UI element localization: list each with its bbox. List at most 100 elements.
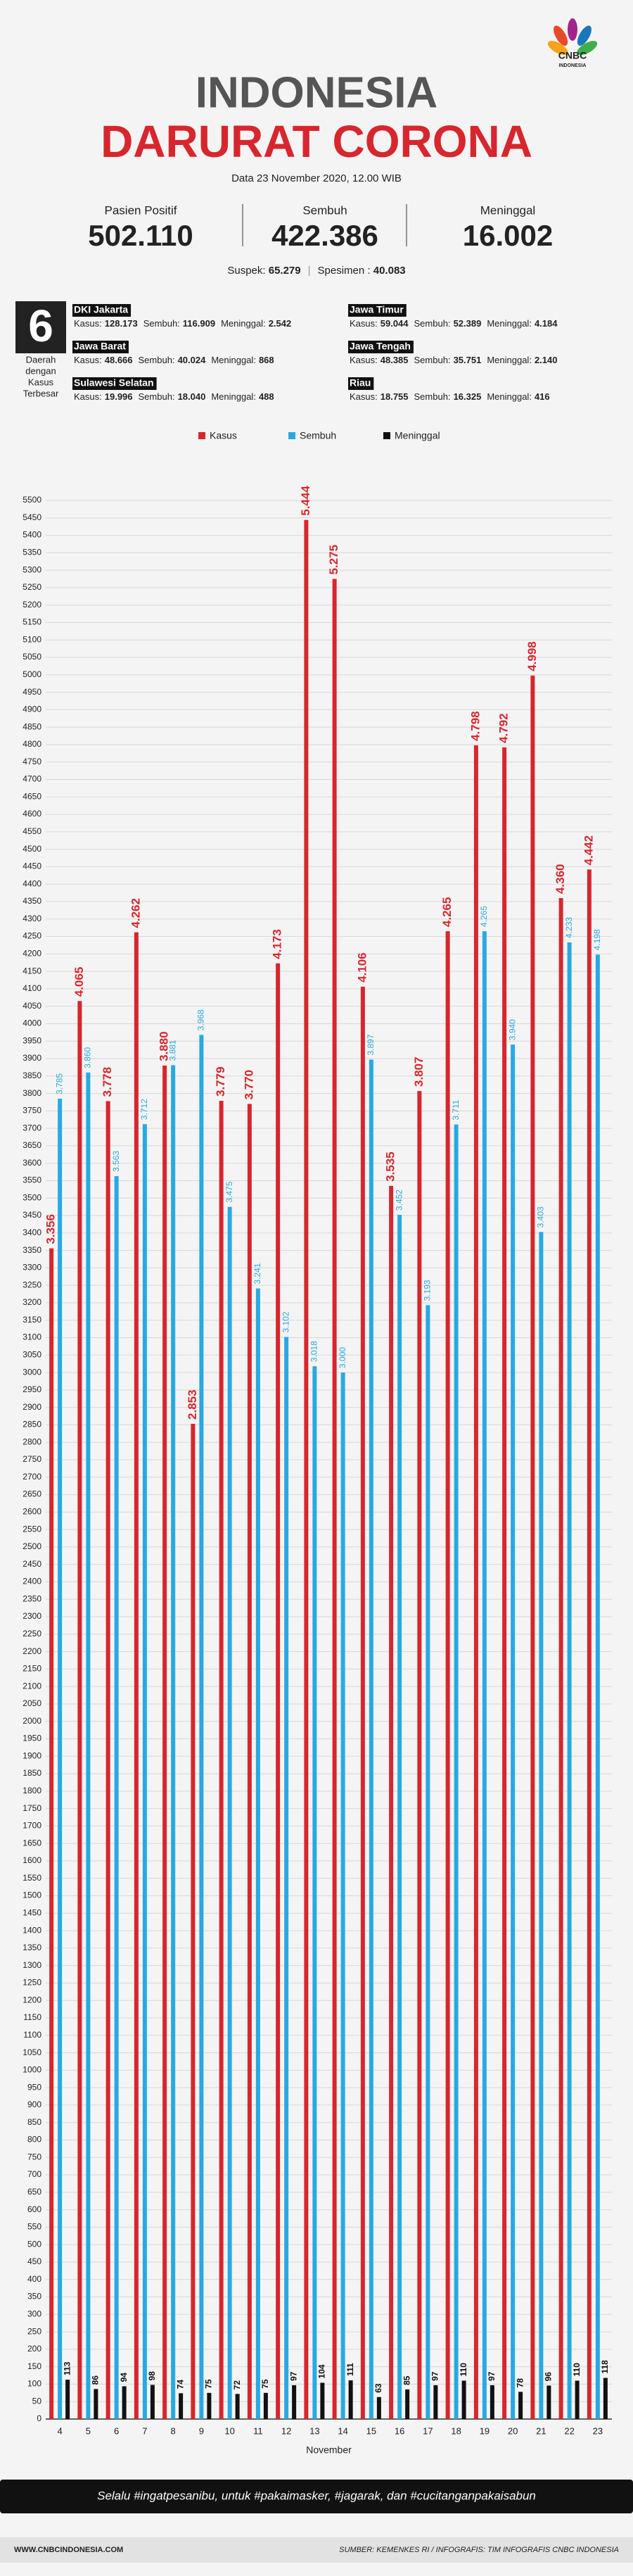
stat-label: Sembuh <box>302 203 347 217</box>
value-label: 3.403 <box>536 1206 546 1227</box>
value-label: 78 <box>515 2378 525 2388</box>
y-tick-label: 1950 <box>23 1734 41 1743</box>
value-label: 110 <box>572 2363 582 2377</box>
y-tick-label: 850 <box>27 2117 41 2127</box>
bar <box>603 2378 608 2419</box>
value-label: 4.360 <box>554 864 567 894</box>
y-tick-label: 3800 <box>23 1088 41 1098</box>
bar <box>473 745 478 2419</box>
bar <box>389 1185 394 2419</box>
bar <box>360 986 365 2419</box>
bar <box>58 1099 63 2419</box>
y-tick-label: 2650 <box>23 1489 41 1499</box>
x-tick-label: 16 <box>395 2425 404 2436</box>
value-label: 3.712 <box>139 1099 149 1120</box>
y-tick-label: 2350 <box>23 1593 41 1603</box>
region-value: 48.385 <box>381 355 409 365</box>
region-name-bg <box>348 304 407 317</box>
y-tick-label: 150 <box>27 2361 41 2371</box>
value-label: 4.065 <box>72 967 86 997</box>
y-tick-label: 4100 <box>23 983 41 993</box>
y-tick-label: 100 <box>27 2379 41 2389</box>
region-label: Meninggal: <box>487 391 532 402</box>
bar <box>134 932 139 2420</box>
bar <box>122 2386 127 2419</box>
bar <box>179 2393 184 2419</box>
bar <box>348 2380 353 2419</box>
value-label: 118 <box>600 2360 610 2374</box>
bar <box>546 2385 551 2419</box>
y-tick-label: 4600 <box>23 809 41 819</box>
bar <box>235 2394 240 2419</box>
value-label: 110 <box>459 2363 468 2377</box>
bar <box>227 1206 232 2419</box>
bar <box>162 1065 167 2419</box>
y-tick-label: 5400 <box>23 530 41 540</box>
bar <box>284 1337 289 2419</box>
region-value: 52.389 <box>454 318 482 329</box>
y-tick-label: 3950 <box>23 1035 41 1045</box>
y-tick-label: 3150 <box>23 1315 41 1325</box>
value-label: 3.785 <box>54 1073 64 1094</box>
region-label: Meninggal: <box>211 355 256 365</box>
bar <box>312 1366 317 2419</box>
y-tick-label: 2300 <box>23 1611 41 1621</box>
y-tick-label: 650 <box>27 2187 41 2197</box>
y-tick-label: 900 <box>27 2100 41 2109</box>
count-box <box>15 301 66 353</box>
y-tick-label: 3250 <box>23 1280 41 1289</box>
y-tick-label: 5150 <box>23 617 41 627</box>
legend-label: Kasus <box>210 430 237 441</box>
region-label: Sembuh: <box>414 355 451 365</box>
value-label: 111 <box>345 2363 355 2376</box>
x-tick-label: 19 <box>480 2425 490 2436</box>
region-label: Kasus: <box>350 355 378 365</box>
y-tick-label: 2600 <box>23 1507 41 1517</box>
y-tick-label: 600 <box>27 2204 41 2214</box>
y-tick-label: 550 <box>27 2222 41 2232</box>
value-label: 3.018 <box>309 1341 319 1362</box>
y-tick-label: 4550 <box>23 826 41 836</box>
region-name: Jawa Barat <box>74 341 126 352</box>
region-label: Kasus: <box>74 355 102 365</box>
region-name: DKI Jakarta <box>74 304 128 315</box>
y-tick-label: 3400 <box>23 1227 41 1237</box>
suspek-line: Suspek: 65.279 | Spesimen : 40.083 <box>227 265 405 277</box>
footer-bar <box>0 2537 633 2563</box>
y-tick-label: 5050 <box>23 652 41 662</box>
x-tick-label: 4 <box>58 2425 63 2436</box>
y-tick-label: 4400 <box>23 878 41 888</box>
bar <box>595 954 600 2419</box>
region-value: 116.909 <box>183 318 215 329</box>
x-tick-label: 22 <box>564 2425 574 2436</box>
x-tick-label: 23 <box>593 2425 603 2436</box>
value-label: 3.711 <box>451 1099 461 1120</box>
bar <box>567 942 572 2420</box>
x-tick-label: 20 <box>508 2425 518 2436</box>
value-label: 3.193 <box>423 1280 433 1301</box>
x-tick-label: 15 <box>366 2425 376 2436</box>
bar <box>587 869 592 2419</box>
y-tick-label: 3100 <box>23 1332 41 1342</box>
y-tick-label: 500 <box>27 2239 41 2249</box>
value-label: 4.173 <box>271 929 284 959</box>
region-value: 40.024 <box>178 355 207 365</box>
y-tick-label: 4150 <box>23 966 41 976</box>
region-detail: Kasus: 48.385 Sembuh: 35.751 Meninggal: 2.140 <box>350 355 557 365</box>
x-tick-label: 8 <box>171 2425 176 2436</box>
bar <box>114 1176 119 2419</box>
value-label: 97 <box>288 2371 298 2381</box>
value-label: 4.792 <box>497 713 511 743</box>
region-value: 35.751 <box>454 355 482 365</box>
bar <box>199 1035 204 2419</box>
region-detail: Kasus: 48.666 Sembuh: 40.024 Meninggal: 868 <box>74 355 274 365</box>
y-tick-label: 2550 <box>23 1524 41 1534</box>
x-tick-label: 13 <box>309 2425 319 2436</box>
bar <box>482 931 487 2420</box>
y-tick-label: 800 <box>27 2135 41 2145</box>
region-value: 128.173 <box>105 318 138 329</box>
bar <box>207 2392 212 2419</box>
bar <box>426 1305 430 2419</box>
y-tick-label: 1600 <box>23 1855 41 1865</box>
bar <box>255 1288 260 2419</box>
